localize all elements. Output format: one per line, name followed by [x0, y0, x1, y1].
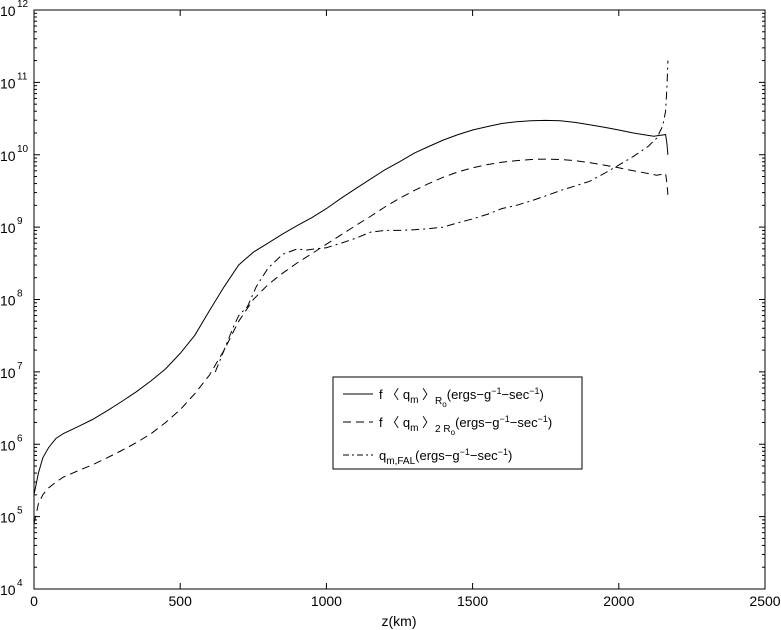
y-tick-label: 10 6 [0, 433, 23, 453]
y-tick-label: 10 5 [0, 506, 23, 526]
x-tick-labels: 0 500 1000 1500 2000 2500 [30, 593, 781, 609]
x-tick-label: 1500 [457, 593, 488, 609]
y-tick-label: 10 8 [0, 289, 23, 309]
series-line-2 [33, 158, 669, 524]
y-tick-base: 10 [0, 3, 16, 19]
legend: f 〈 qm 〉Ro(ergs−g−1−sec−1) f 〈 qm 〉2 Ro(e… [332, 376, 583, 470]
y-tick-exponent: 11 [17, 71, 28, 82]
y-tick-base: 10 [0, 437, 16, 453]
legend-label-1: f 〈 qm 〉Ro(ergs−g−1−sec−1) [379, 386, 544, 409]
legend-box [332, 376, 583, 470]
y-tick-label: 10 7 [0, 361, 23, 381]
legend-label-2: f 〈 qm 〉2 Ro(ergs−g−1−sec−1) [379, 414, 552, 437]
y-tick-base: 10 [0, 582, 16, 598]
y-tick-label: 10 4 [0, 578, 23, 598]
y-tick-exponent: 10 [17, 144, 29, 155]
x-tick-label: 2000 [603, 593, 634, 609]
y-tick-exponent: 5 [17, 506, 23, 517]
y-tick-label: 10 10 [0, 144, 29, 164]
y-tick-base: 10 [0, 220, 16, 236]
x-axis-label: z(km) [382, 613, 417, 629]
plot-frame [33, 9, 766, 590]
y-tick-label: 10 9 [0, 216, 23, 236]
y-tick-base: 10 [0, 148, 16, 164]
y-tick-exponent: 7 [17, 361, 23, 372]
y-tick-exponent: 4 [17, 578, 23, 589]
y-tick-base: 10 [0, 510, 16, 526]
y-tick-base: 10 [0, 75, 16, 91]
x-tick-label: 0 [30, 593, 38, 609]
legend-label-3: qm,FAL(ergs−g−1−sec−1) [379, 447, 512, 467]
x-tick-label: 1000 [311, 593, 342, 609]
y-tick-exponent: 6 [17, 433, 23, 444]
axis-ticks [33, 9, 766, 590]
y-tick-base: 10 [0, 365, 16, 381]
y-tick-base: 10 [0, 293, 16, 309]
series-line-3 [214, 60, 669, 373]
y-tick-exponent: 9 [17, 216, 23, 227]
y-tick-exponent: 8 [17, 289, 23, 300]
series-line-1 [33, 119, 669, 495]
y-tick-exponent: 12 [17, 0, 29, 10]
x-tick-label: 500 [169, 593, 193, 609]
y-tick-label: 10 11 [0, 71, 28, 91]
x-tick-label: 2500 [749, 593, 780, 609]
series-layer [33, 60, 669, 524]
y-tick-label: 10 12 [0, 0, 29, 19]
